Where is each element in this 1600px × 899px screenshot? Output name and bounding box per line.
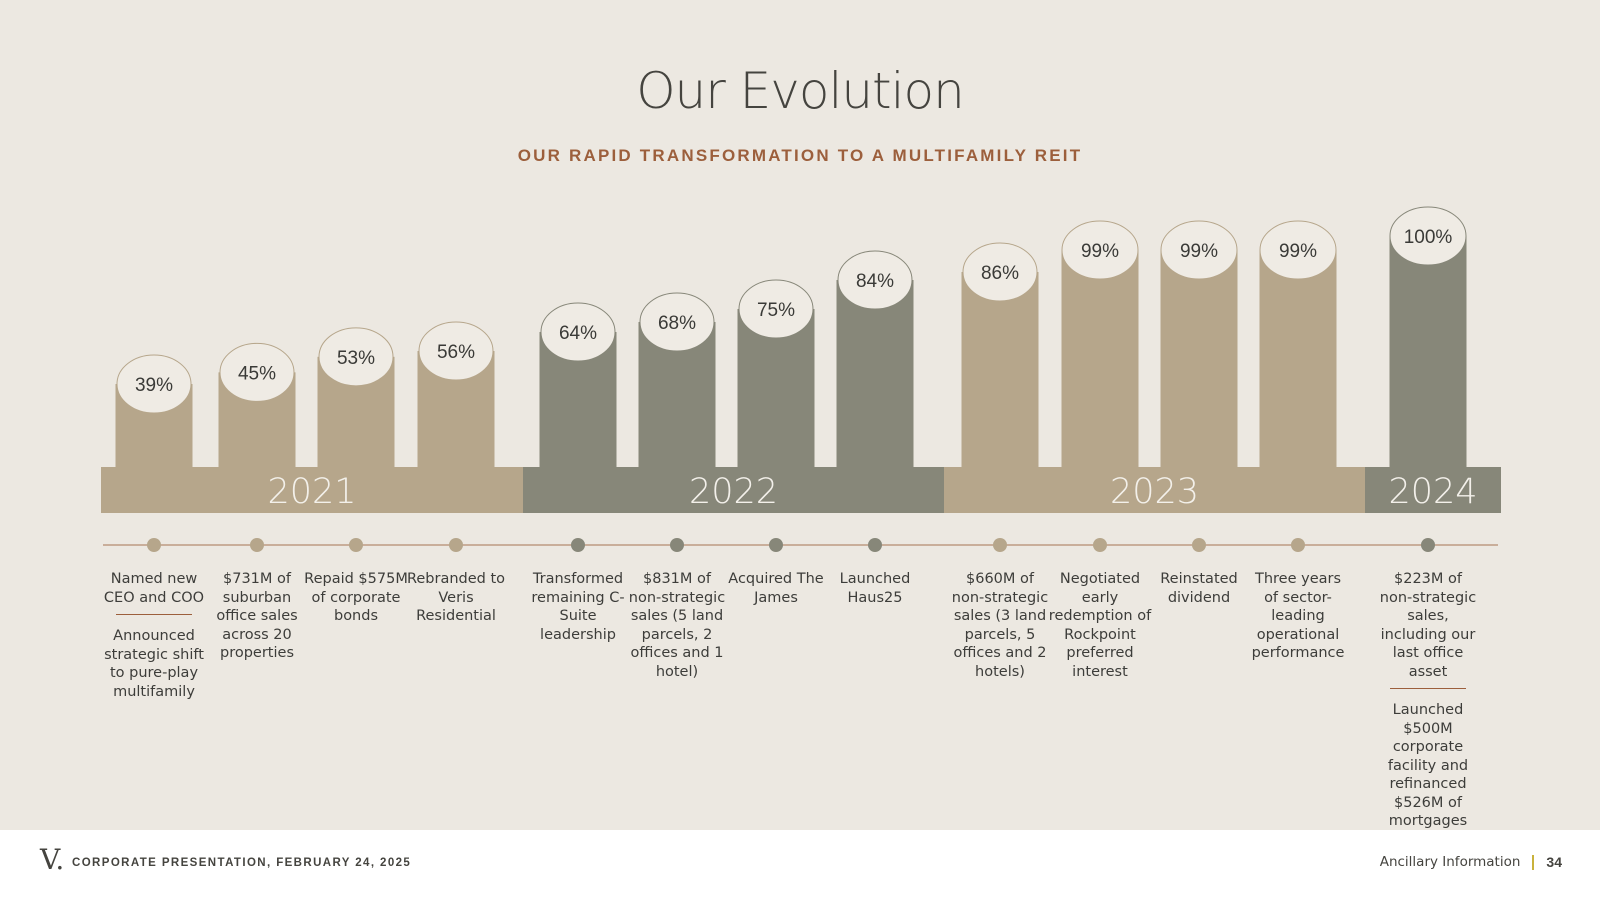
evolution-chart: 39% 45% 53% 56% 64% 68% 75% 84% 86% 99% 99% 99% 100%… <box>101 206 1501 552</box>
bar-value-label: 53% <box>337 348 375 369</box>
milestone-description: $660M of non-strategic sales (3 land par… <box>948 570 1052 681</box>
milestone-text: Reinstated dividend <box>1160 571 1238 606</box>
bar <box>1061 250 1139 468</box>
value-bubble <box>1259 220 1337 280</box>
timeline-dot <box>449 538 463 552</box>
timeline-dot <box>571 538 585 552</box>
footer-divider <box>1532 854 1535 870</box>
milestone-description: Repaid $575M of corporate bonds <box>304 570 408 626</box>
page-title: Our Evolution <box>636 62 965 120</box>
milestone-separator <box>116 614 192 615</box>
value-bubble <box>738 279 814 339</box>
value-bubble <box>639 292 715 352</box>
bar-value-label: 99% <box>1279 241 1317 262</box>
milestone-description: Launched Haus25 <box>823 570 927 607</box>
milestone-description: Reinstated dividend <box>1147 570 1251 607</box>
timeline-dot <box>993 538 1007 552</box>
bar <box>1259 250 1337 468</box>
value-bubble <box>1160 220 1238 280</box>
timeline-dot <box>147 538 161 552</box>
milestone-extra-text: Announced strategic shift to pure-play m… <box>104 628 204 700</box>
bar-value-label: 39% <box>135 375 173 396</box>
timeline-dot <box>250 538 264 552</box>
timeline-dot <box>349 538 363 552</box>
year-label: 2023 <box>1110 472 1199 512</box>
milestone-description: Named new CEO and COO Announced strategic… <box>102 570 206 701</box>
presentation-label: CORPORATE PRESENTATION, FEBRUARY 24, 202… <box>72 857 412 869</box>
milestone-description: Three years of sector-leading operationa… <box>1246 570 1350 663</box>
year-band <box>101 467 523 513</box>
bar-value-label: 86% <box>981 263 1019 284</box>
milestone-text: Three years of sector-leading operationa… <box>1251 571 1345 661</box>
milestone-description: Acquired The James <box>724 570 828 607</box>
milestone-description: Negotiated early redemption of Rockpoint… <box>1048 570 1152 681</box>
milestone-description: $731M of suburban office sales across 20… <box>205 570 309 663</box>
milestone-text: Acquired The James <box>728 571 824 606</box>
bar-value-label: 99% <box>1180 241 1218 262</box>
year-label: 2022 <box>689 472 778 512</box>
bar <box>836 280 914 468</box>
timeline-dot <box>868 538 882 552</box>
milestone-description: Transformed remaining C-Suite leadership <box>526 570 630 644</box>
page-number: 34 <box>1546 854 1562 870</box>
value-bubble <box>318 327 394 387</box>
milestone-text: Repaid $575M of corporate bonds <box>304 571 408 624</box>
value-bubble <box>219 342 295 402</box>
milestone-description: $831M of non-strategic sales (5 land par… <box>625 570 729 681</box>
bar <box>961 272 1039 468</box>
year-band <box>523 467 944 513</box>
milestone-extra-text: Launched $500M corporate facility and re… <box>1387 702 1469 829</box>
year-label: 2021 <box>267 472 356 512</box>
value-bubble <box>1389 206 1467 266</box>
bar <box>1389 236 1467 468</box>
year-band <box>1365 467 1501 513</box>
bar-value-label: 45% <box>238 363 276 384</box>
bar-value-label: 99% <box>1081 241 1119 262</box>
bar-value-label: 68% <box>658 313 696 334</box>
milestone-text: $223M of non-strategic sales, including … <box>1379 571 1477 680</box>
milestone-text: Rebranded to Veris Residential <box>406 571 506 624</box>
milestone-text: Launched Haus25 <box>839 571 911 606</box>
value-bubble <box>418 321 494 381</box>
timeline-dot <box>1192 538 1206 552</box>
milestone-description: Rebranded to Veris Residential <box>404 570 508 626</box>
milestone-text: $831M of non-strategic sales (5 land par… <box>628 571 726 680</box>
bar-value-label: 84% <box>856 271 894 292</box>
value-bubble <box>962 242 1038 302</box>
milestone-separator <box>1390 688 1466 689</box>
year-band <box>944 467 1365 513</box>
value-bubble <box>116 354 192 414</box>
timeline-dot <box>769 538 783 552</box>
milestone-text: Negotiated early redemption of Rockpoint… <box>1048 571 1152 680</box>
bar-value-label: 56% <box>437 342 475 363</box>
footer-right: Ancillary Information 34 <box>1380 854 1562 870</box>
bar-value-label: 75% <box>757 300 795 321</box>
bar <box>1160 250 1238 468</box>
timeline-dot <box>1291 538 1305 552</box>
timeline-dot <box>1093 538 1107 552</box>
company-logo: V. <box>40 843 65 876</box>
milestone-text: Transformed remaining C-Suite leadership <box>531 571 625 643</box>
bar-value-label: 64% <box>559 323 597 344</box>
milestone-text: $731M of suburban office sales across 20… <box>216 571 298 661</box>
value-bubble <box>1061 220 1139 280</box>
year-label: 2024 <box>1388 472 1477 512</box>
page-subtitle: OUR RAPID TRANSFORMATION TO A MULTIFAMIL… <box>517 146 1083 165</box>
timeline-dot <box>670 538 684 552</box>
section-label: Ancillary Information <box>1379 854 1521 870</box>
footer: V. CORPORATE PRESENTATION, FEBRUARY 24, … <box>0 830 1600 899</box>
value-bubble <box>540 302 616 362</box>
value-bubble <box>837 250 913 310</box>
milestone-text: Named new CEO and COO <box>103 571 205 606</box>
bar-value-label: 100% <box>1404 227 1453 248</box>
milestone-text: $660M of non-strategic sales (3 land par… <box>951 571 1049 680</box>
milestone-description: $223M of non-strategic sales, including … <box>1376 570 1480 831</box>
timeline-dot <box>1421 538 1435 552</box>
